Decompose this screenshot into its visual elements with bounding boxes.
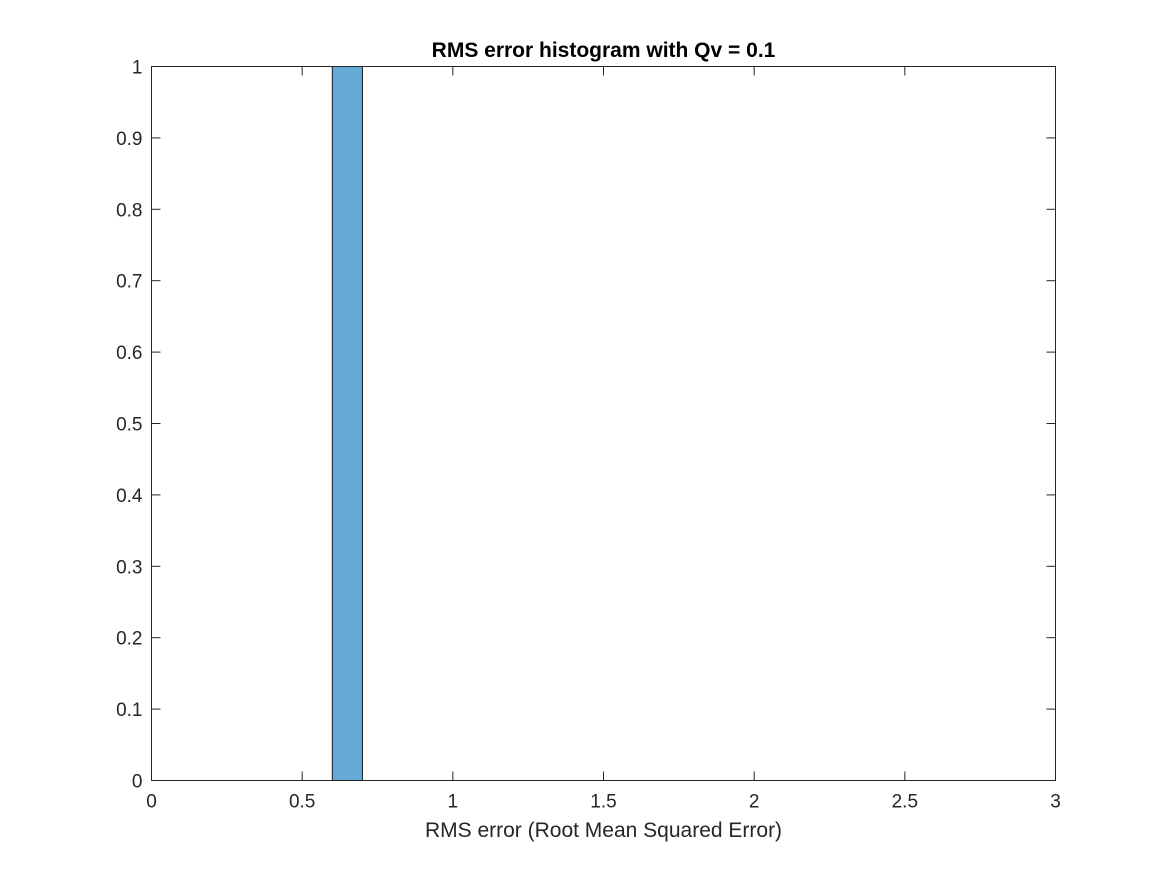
y-tick-label: 0.6 <box>116 343 142 364</box>
x-tick-label: 2 <box>749 792 760 813</box>
y-tick-label: 0.7 <box>116 272 142 293</box>
y-tick-label: 0.2 <box>116 629 142 650</box>
y-tick-label: 0.3 <box>116 557 142 578</box>
x-tick-label: 3 <box>1050 792 1061 813</box>
bars-group <box>331 66 363 781</box>
y-tick-label: 0.5 <box>116 415 142 436</box>
y-tick-label: 0.1 <box>116 700 142 721</box>
y-tick-label: 1 <box>132 58 143 79</box>
y-tick-label: 0.9 <box>116 129 142 150</box>
x-tick-label: 0 <box>146 792 157 813</box>
x-tick-label: 0.5 <box>289 792 315 813</box>
x-ticks-group: 0 0.5 1 1.5 2 2.5 3 <box>146 66 1061 813</box>
x-tick-label: 1 <box>448 792 459 813</box>
chart-title: RMS error histogram with Qv = 0.1 <box>432 39 776 62</box>
x-tick-label: 1.5 <box>590 792 616 813</box>
y-ticks-group: 0 0.1 0.2 0.3 0.4 0.5 0.6 0.7 0.8 0.9 1 <box>116 58 1056 793</box>
plot-background <box>151 66 1056 781</box>
x-tick-label: 2.5 <box>892 792 918 813</box>
histogram-bar <box>331 66 363 781</box>
y-tick-label: 0.8 <box>116 200 142 221</box>
y-tick-label: 0 <box>132 772 143 793</box>
x-axis-title: RMS error (Root Mean Squared Error) <box>425 819 782 842</box>
y-tick-label: 0.4 <box>116 486 143 507</box>
